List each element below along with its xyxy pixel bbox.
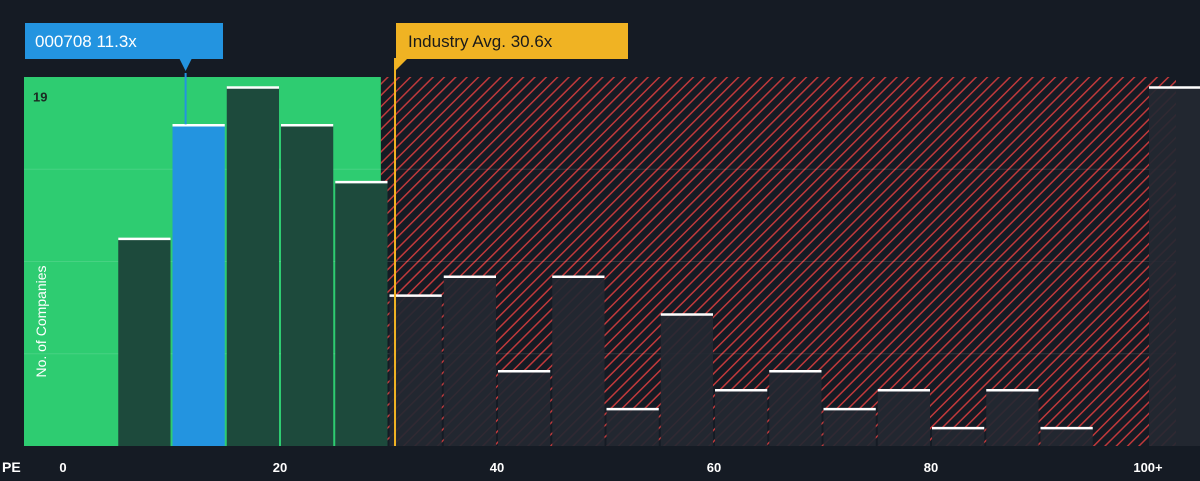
company-label-pointer [179, 59, 192, 71]
histogram-bar [335, 181, 388, 447]
histogram-bar [226, 86, 279, 446]
x-tick-label: 100+ [1133, 460, 1163, 475]
histogram-bar [552, 275, 605, 446]
x-tick-label: 40 [490, 460, 504, 475]
histogram-bar [932, 427, 985, 446]
y-axis-label: No. of Companies [33, 265, 49, 377]
histogram-bar [769, 370, 822, 446]
histogram-bar [986, 389, 1039, 446]
x-tick-label: 80 [924, 460, 938, 475]
y-max-label: 19 [33, 89, 47, 104]
industry-avg-label: Industry Avg. 30.6x [408, 32, 553, 51]
histogram-bar [660, 313, 713, 446]
histogram-bar [823, 408, 876, 446]
histogram-bar [443, 275, 496, 446]
x-tick-label: 0 [59, 460, 66, 475]
histogram-bar [1040, 427, 1093, 446]
histogram-bar [498, 370, 551, 446]
histogram-bar [389, 294, 442, 446]
company-label: 000708 11.3x [35, 32, 137, 51]
x-tick-label: 60 [707, 460, 721, 475]
histogram-bar [1149, 86, 1200, 446]
histogram-bar [118, 237, 171, 446]
x-tick-label: 20 [273, 460, 287, 475]
histogram-bar [606, 408, 659, 446]
histogram-bar [877, 389, 930, 446]
company-bar [172, 124, 225, 447]
industry-avg-label-box [396, 23, 628, 59]
histogram-bar [715, 389, 768, 446]
company-label-box [25, 23, 223, 59]
x-axis-label: PE [2, 459, 21, 475]
histogram-bar [281, 124, 334, 447]
industry-avg-label-pointer [395, 59, 408, 71]
